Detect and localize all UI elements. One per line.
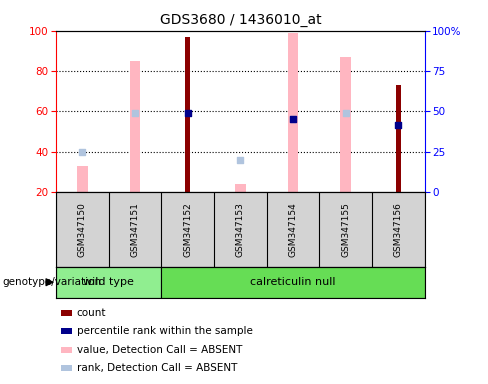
Text: GSM347155: GSM347155 bbox=[341, 202, 350, 257]
Point bbox=[184, 110, 192, 116]
Text: calreticulin null: calreticulin null bbox=[250, 277, 336, 287]
Bar bbox=[56, 267, 162, 298]
Text: genotype/variation: genotype/variation bbox=[2, 277, 102, 287]
Text: GSM347153: GSM347153 bbox=[236, 202, 245, 257]
Bar bbox=[340, 57, 351, 192]
Title: GDS3680 / 1436010_at: GDS3680 / 1436010_at bbox=[160, 13, 321, 27]
Text: wild type: wild type bbox=[83, 277, 134, 287]
Bar bbox=[77, 166, 88, 192]
Point bbox=[342, 110, 349, 116]
Bar bbox=[288, 33, 298, 192]
Bar bbox=[185, 37, 190, 192]
Text: GSM347150: GSM347150 bbox=[78, 202, 87, 257]
Bar bbox=[396, 85, 401, 192]
Text: GSM347151: GSM347151 bbox=[131, 202, 140, 257]
Text: rank, Detection Call = ABSENT: rank, Detection Call = ABSENT bbox=[77, 363, 237, 373]
Text: GSM347156: GSM347156 bbox=[394, 202, 403, 257]
Point bbox=[289, 116, 297, 122]
Point bbox=[131, 110, 139, 116]
Text: count: count bbox=[77, 308, 106, 318]
Text: value, Detection Call = ABSENT: value, Detection Call = ABSENT bbox=[77, 345, 242, 355]
Text: percentile rank within the sample: percentile rank within the sample bbox=[77, 326, 252, 336]
Text: GSM347152: GSM347152 bbox=[183, 202, 192, 257]
Point bbox=[394, 122, 402, 129]
Text: GSM347154: GSM347154 bbox=[288, 202, 298, 257]
Point bbox=[289, 116, 297, 122]
Point bbox=[237, 157, 244, 163]
Bar bbox=[235, 184, 245, 192]
Bar bbox=[130, 61, 141, 192]
Point bbox=[79, 149, 86, 155]
Bar bbox=[162, 267, 425, 298]
